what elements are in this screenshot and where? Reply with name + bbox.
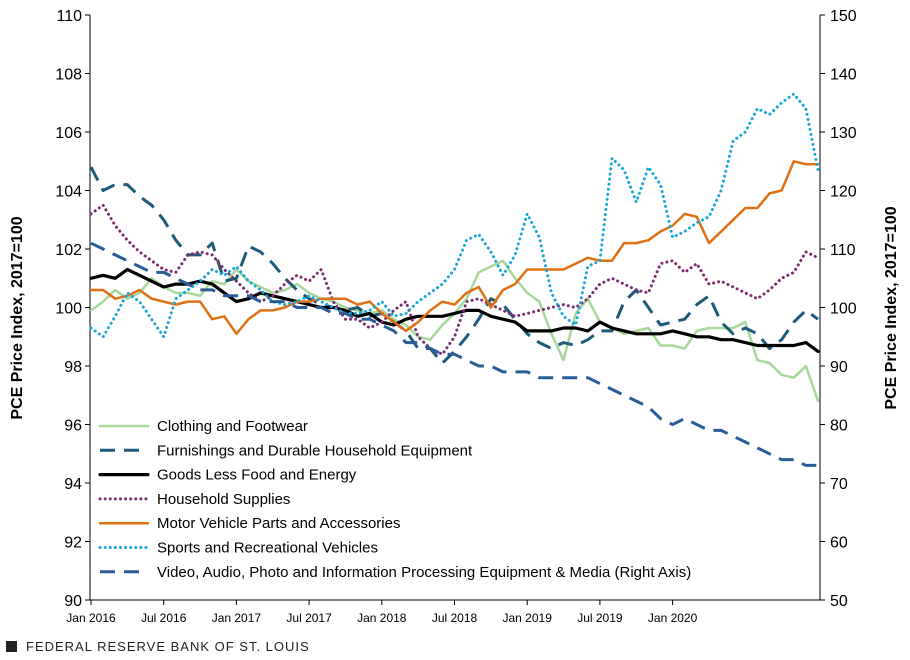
right-tick-label: 100 [830,301,857,318]
x-tick-label: Jan 2017 [212,611,262,625]
right-y-ticks: 50 60 70 80 90 100 110 120 130 140 150 [820,8,857,610]
right-tick-label: 70 [830,476,848,493]
series-lines [89,92,820,467]
series-line-4 [89,203,820,356]
left-tick-label: 104 [55,184,82,201]
x-tick-label: Jul 2018 [432,611,478,625]
left-tick-label: 94 [64,476,82,493]
left-tick-label: 110 [56,8,82,25]
series-line-3 [89,267,820,353]
x-ticks: Jan 2016 Jul 2016 Jan 2017 Jul 2017 Jan 2018… [66,600,698,625]
right-tick-label: 120 [830,184,857,201]
footer-square-icon [6,641,17,652]
right-axis-title: PCE Price Index, 2017=100 [883,206,900,409]
left-tick-label: 90 [64,593,82,610]
left-axis-title: PCE Price Index, 2017=100 [9,216,26,419]
source-label: FEDERAL RESERVE BANK OF ST. LOUIS [26,639,310,654]
x-tick-label: Jan 2018 [357,611,407,625]
axes [89,15,821,601]
right-tick-label: 80 [830,418,848,435]
left-tick-label: 100 [55,301,82,318]
series-line-5 [89,160,820,336]
series-line-7 [90,241,818,467]
legend-label: Clothing and Footwear [157,418,308,435]
left-tick-label: 106 [55,125,82,142]
legend-label: Video, Audio, Photo and Information Proc… [157,564,691,581]
legend: Clothing and Footwear Furnishings and Dur… [98,418,691,581]
legend-label: Household Supplies [157,491,290,508]
x-tick-label: Jan 2020 [648,611,698,625]
x-tick-label: Jul 2017 [286,611,332,625]
right-tick-label: 60 [830,535,848,552]
legend-label: Goods Less Food and Energy [157,467,357,484]
right-tick-label: 130 [830,125,857,142]
x-tick-label: Jul 2019 [577,611,623,625]
right-tick-label: 110 [830,242,856,259]
legend-label: Sports and Recreational Vehicles [157,540,378,557]
left-tick-label: 96 [64,418,82,435]
x-tick-label: Jan 2019 [503,611,553,625]
series-line-2 [89,166,819,365]
left-y-ticks: 90 92 94 96 98 100 102 104 106 108 110 [55,8,90,610]
right-tick-label: 90 [830,359,848,376]
right-tick-label: 50 [830,593,848,610]
left-tick-label: 92 [64,535,82,552]
left-tick-label: 108 [55,67,82,84]
series-line-6 [89,92,820,339]
legend-label: Motor Vehicle Parts and Accessories [157,515,400,532]
legend-label: Furnishings and Durable Household Equipm… [157,442,473,459]
left-tick-label: 102 [55,242,82,259]
right-tick-label: 150 [830,8,857,25]
x-tick-label: Jul 2016 [141,611,187,625]
right-tick-label: 140 [830,67,857,84]
left-tick-label: 98 [64,359,82,376]
x-tick-label: Jan 2016 [66,611,116,625]
